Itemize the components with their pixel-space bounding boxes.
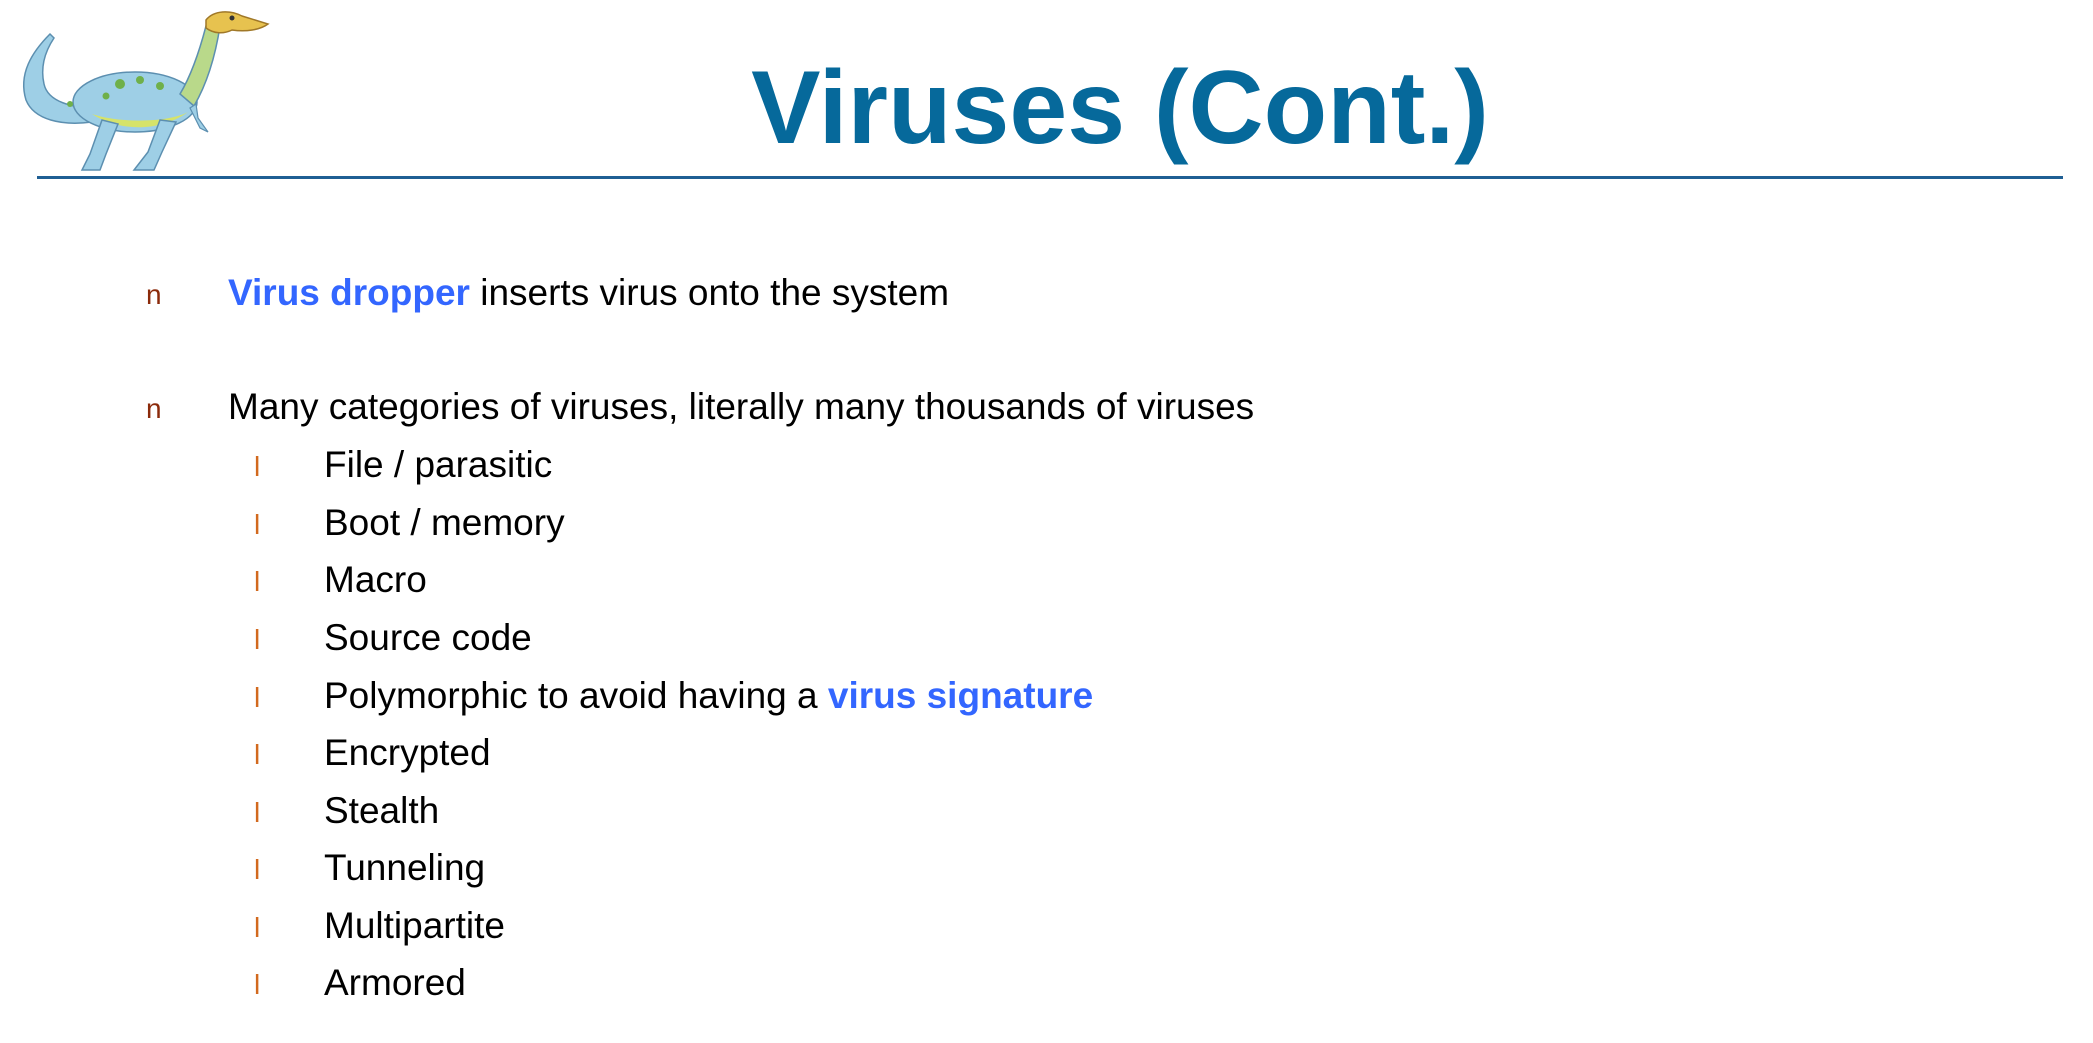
sub-bullet-marker: l — [254, 854, 261, 885]
sub-bullet-item: File / parasitic — [324, 444, 553, 485]
sub-bullet-marker: l — [254, 797, 261, 828]
bullet-item: Virus dropper inserts virus onto the sys… — [228, 270, 949, 316]
sub-bullet-item: Source code — [324, 617, 532, 658]
sub-bullet-item: Macro — [324, 559, 427, 600]
sub-bullet-item: Polymorphic to avoid having a virus sign… — [324, 673, 1093, 719]
sub-bullet-marker: l — [254, 969, 261, 1000]
slide-title: Viruses (Cont.) — [751, 50, 1489, 166]
sub-bullet-marker: l — [254, 509, 261, 540]
bullet-text: Many categories of viruses, literally ma… — [228, 386, 1255, 427]
sub-bullet-item: Multipartite — [324, 905, 505, 946]
sub-bullet-marker: l — [254, 624, 261, 655]
sub-bullet-item: Stealth — [324, 790, 440, 831]
sub-bullet-item: Tunneling — [324, 847, 486, 888]
sub-bullet-item: Armored — [324, 962, 466, 1003]
highlighted-term: Virus dropper — [228, 272, 470, 313]
sub-bullet-marker: l — [254, 912, 261, 943]
sub-bullet-marker: l — [254, 566, 261, 597]
sub-bullet-item: Boot / memory — [324, 502, 565, 543]
title-divider — [37, 176, 2063, 179]
sub-bullet-marker: l — [254, 739, 261, 770]
highlighted-term: virus signature — [827, 675, 1094, 716]
bullet-marker: n — [146, 393, 162, 424]
sub-bullet-marker: l — [254, 451, 261, 482]
sub-bullet-item: Encrypted — [324, 732, 491, 773]
bullet-item: Many categories of viruses, literally ma… — [228, 384, 1254, 430]
sub-bullet-marker: l — [254, 682, 261, 713]
bullet-text: inserts virus onto the system — [469, 272, 950, 313]
dinosaur-icon — [22, 11, 270, 171]
sub-bullet-text: Polymorphic to avoid having a — [324, 675, 828, 716]
bullet-marker: n — [146, 279, 162, 310]
